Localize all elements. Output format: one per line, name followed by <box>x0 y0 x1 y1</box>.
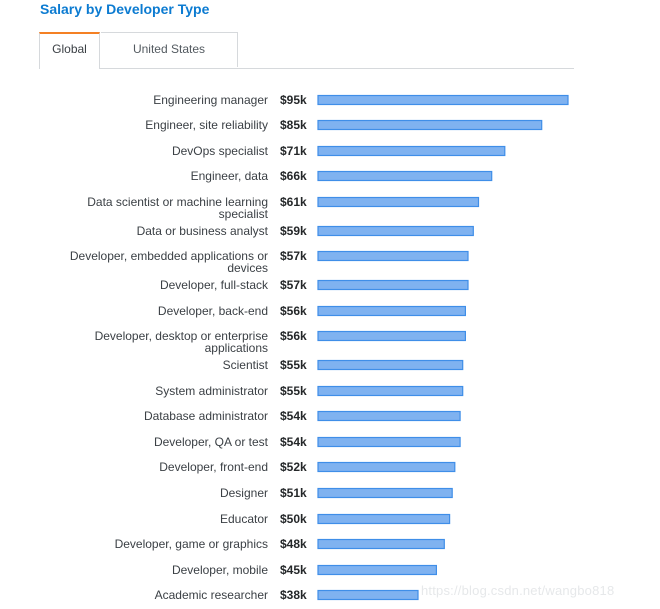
category-label: Engineer, site reliability <box>145 118 268 132</box>
bar <box>317 538 445 550</box>
bar <box>317 410 461 422</box>
category-label: Developer, front-end <box>159 460 268 474</box>
category-label: Developer, embedded applications or devic… <box>70 249 268 275</box>
bar <box>317 279 469 291</box>
category-label: Designer <box>220 486 268 500</box>
category-label: Engineer, data <box>191 169 269 183</box>
value-label: $51k <box>280 486 307 500</box>
bar <box>317 385 464 397</box>
value-label: $38k <box>280 588 307 602</box>
value-label: $71k <box>280 144 307 158</box>
value-label: $45k <box>280 563 307 577</box>
category-label: Developer, back-end <box>158 304 268 318</box>
value-label: $95k <box>280 93 307 107</box>
value-label: $57k <box>280 278 307 292</box>
bar <box>317 436 461 448</box>
bar <box>317 119 543 131</box>
category-label: Data scientist or machine learning specia… <box>87 195 268 221</box>
bar <box>317 589 419 601</box>
bar <box>317 305 466 317</box>
value-label: $54k <box>280 409 307 423</box>
value-label: $61k <box>280 195 307 209</box>
region-tabs: Global United States <box>39 32 574 69</box>
bar <box>317 196 480 208</box>
category-label: Database administrator <box>144 409 268 423</box>
value-label: $66k <box>280 169 307 183</box>
bar <box>317 513 451 525</box>
category-label: DevOps specialist <box>172 144 269 158</box>
value-label: $56k <box>280 329 307 343</box>
category-label: Scientist <box>223 358 269 372</box>
value-label: $59k <box>280 224 307 238</box>
bar <box>317 487 453 499</box>
bar <box>317 564 438 576</box>
category-label: Developer, mobile <box>172 563 268 577</box>
category-label: Developer, full-stack <box>160 278 269 292</box>
bar <box>317 94 569 106</box>
bar <box>317 170 493 182</box>
value-label: $57k <box>280 249 307 263</box>
bar <box>317 145 506 157</box>
value-label: $48k <box>280 537 307 551</box>
value-label: $55k <box>280 358 307 372</box>
category-label: Data or business analyst <box>137 224 269 238</box>
bar <box>317 250 469 262</box>
tab-united-states[interactable]: United States <box>101 32 238 67</box>
category-label: Developer, QA or test <box>154 435 269 449</box>
category-label: System administrator <box>155 384 268 398</box>
value-label: $54k <box>280 435 307 449</box>
value-label: $56k <box>280 304 307 318</box>
value-label: $55k <box>280 384 307 398</box>
tab-global[interactable]: Global <box>39 32 100 69</box>
category-label: Educator <box>220 512 268 526</box>
bar <box>317 461 456 473</box>
watermark: https://blog.csdn.net/wangbo818 <box>421 583 615 598</box>
category-label: Engineering manager <box>153 93 268 107</box>
bar <box>317 225 474 237</box>
chart-title: Salary by Developer Type <box>40 1 210 17</box>
category-label: Developer, game or graphics <box>115 537 268 551</box>
bar <box>317 359 464 371</box>
category-label: Developer, desktop or enterprise applicat… <box>95 329 269 355</box>
value-label: $52k <box>280 460 307 474</box>
category-label: Academic researcher <box>155 588 268 602</box>
bar <box>317 330 466 342</box>
value-label: $50k <box>280 512 307 526</box>
value-label: $85k <box>280 118 307 132</box>
